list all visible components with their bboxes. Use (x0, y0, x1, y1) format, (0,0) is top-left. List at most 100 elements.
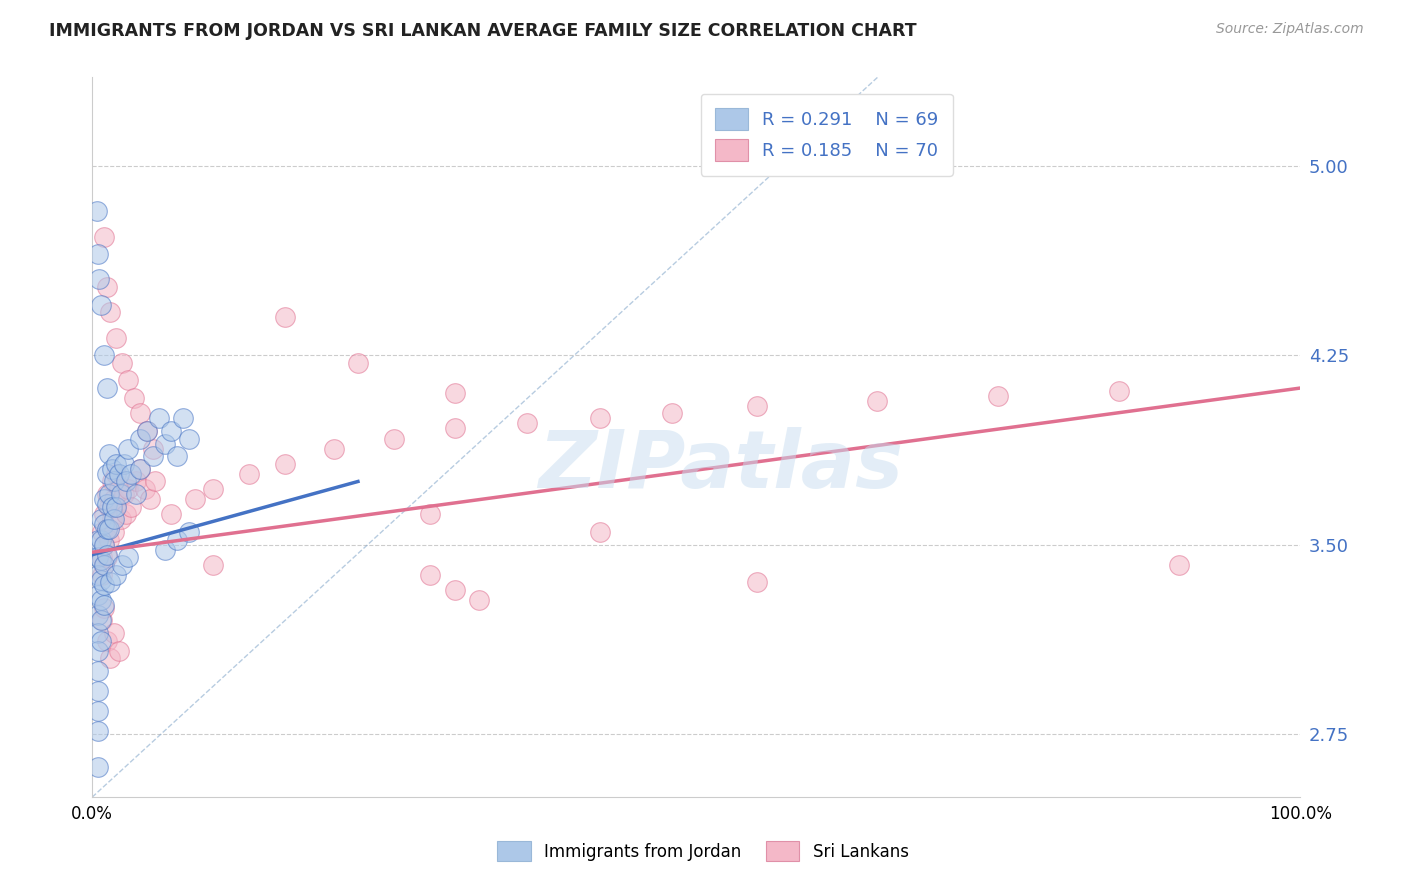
Point (87, 247, 110, 261)
Point (96, 548, 118, 562)
Point (142, 449, 165, 463)
Point (87, 704, 110, 718)
Point (96, 467, 118, 481)
Point (115, 508, 138, 522)
Point (93, 558, 115, 572)
Legend: R = 0.291    N = 69, R = 0.185    N = 70: R = 0.291 N = 69, R = 0.185 N = 70 (700, 94, 953, 176)
Point (443, 386, 465, 401)
Point (274, 310, 297, 325)
Point (86, 204, 108, 219)
Point (87, 684, 110, 698)
Point (159, 424, 181, 438)
Point (468, 593, 491, 607)
Point (93, 229, 115, 244)
Point (443, 583, 465, 598)
Point (105, 330, 128, 344)
Point (90, 613, 112, 627)
Point (142, 442, 165, 456)
Point (238, 467, 260, 481)
Point (588, 524, 610, 539)
Point (382, 432, 405, 446)
Point (93, 508, 115, 522)
Point (96, 497, 118, 511)
Point (115, 475, 138, 489)
Point (98, 651, 121, 665)
Point (184, 492, 207, 507)
Point (98, 523, 121, 537)
Point (117, 482, 139, 496)
Point (90, 573, 112, 587)
Point (93, 538, 115, 552)
Point (98, 575, 121, 590)
Point (419, 508, 441, 522)
Point (87, 608, 110, 623)
Point (153, 542, 176, 557)
Point (177, 432, 200, 446)
Point (87, 760, 110, 774)
Point (111, 356, 134, 370)
Text: IMMIGRANTS FROM JORDAN VS SRI LANKAN AVERAGE FAMILY SIZE CORRELATION CHART: IMMIGRANTS FROM JORDAN VS SRI LANKAN AVE… (49, 22, 917, 40)
Point (107, 467, 129, 481)
Point (100, 500, 122, 514)
Point (143, 475, 166, 489)
Point (100, 475, 122, 489)
Point (90, 593, 112, 607)
Point (103, 524, 125, 539)
Point (103, 626, 125, 640)
Point (987, 389, 1010, 403)
Point (588, 411, 610, 425)
Point (89, 272, 111, 286)
Point (117, 550, 139, 565)
Point (96, 381, 118, 395)
Point (120, 467, 142, 481)
Point (661, 406, 683, 420)
Point (201, 482, 224, 496)
Point (90, 568, 112, 582)
Point (98, 447, 121, 461)
Point (745, 399, 768, 413)
Point (153, 436, 176, 450)
Point (90, 613, 112, 627)
Point (112, 487, 135, 501)
Point (87, 568, 110, 582)
Point (322, 442, 344, 456)
Point (98, 500, 121, 514)
Point (87, 664, 110, 678)
Point (129, 432, 152, 446)
Point (129, 462, 152, 476)
Point (347, 356, 370, 370)
Point (107, 482, 129, 496)
Point (87, 643, 110, 657)
Point (166, 533, 188, 547)
Point (274, 457, 297, 471)
Point (159, 508, 181, 522)
Point (112, 457, 135, 471)
Point (87, 626, 110, 640)
Point (516, 417, 538, 431)
Point (103, 512, 125, 526)
Point (90, 512, 112, 526)
Point (105, 568, 128, 582)
Point (148, 411, 170, 425)
Point (87, 550, 110, 565)
Point (96, 550, 118, 565)
Point (111, 558, 134, 572)
Point (90, 533, 112, 547)
Point (98, 533, 121, 547)
Text: ZIPatlas: ZIPatlas (538, 427, 903, 505)
Point (166, 449, 188, 463)
Point (98, 305, 121, 319)
Point (103, 492, 125, 507)
Point (866, 393, 889, 408)
Point (105, 500, 128, 514)
Point (124, 391, 146, 405)
Point (129, 462, 152, 476)
Point (135, 424, 157, 438)
Point (90, 550, 112, 565)
Point (419, 568, 441, 582)
Point (110, 487, 132, 501)
Point (105, 500, 128, 514)
Legend: Immigrants from Jordan, Sri Lankans: Immigrants from Jordan, Sri Lankans (484, 828, 922, 875)
Point (90, 633, 112, 648)
Point (117, 374, 139, 388)
